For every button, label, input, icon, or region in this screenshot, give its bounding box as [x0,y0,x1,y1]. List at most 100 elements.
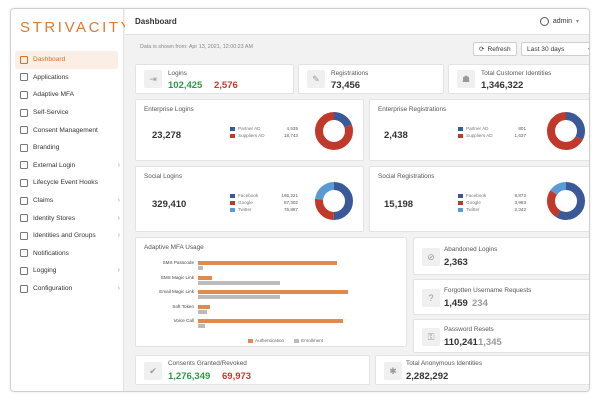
sidebar-item-configuration[interactable]: Configuration › [11,280,124,298]
sidebar-item-identity-stores[interactable]: Identity Stores › [11,209,124,227]
pie-slice-google [315,182,353,220]
sidebar-item-label: Logging [33,267,57,275]
date-range-select[interactable]: Last 30 days ▾ [521,42,589,56]
legend-label: Partner AD [238,126,261,131]
legend-value: 4,535 [286,126,299,131]
forgotten-username-card: ? Forgotten Username Requests 1,459 234 [413,279,589,315]
social-registrations-donut [547,182,585,220]
pie-slice-twitter [315,182,353,220]
category-label: SMS Magic Link [160,274,194,280]
legend-value: 801 [518,126,526,131]
sidebar-item-adaptive-mfa[interactable]: Adaptive MFA [11,86,124,104]
enterprise-logins-value: 23,278 [152,130,182,141]
user-menu[interactable]: admin ▾ [539,17,579,26]
pie-slice-suppliers-ad [547,112,585,150]
menu-icon [20,143,28,152]
chevron-right-icon: › [117,232,120,240]
password-resets-label: Password Resets [444,326,494,333]
sidebar-item-dashboard[interactable]: Dashboard [15,51,118,69]
sidebar-item-lifecycle-event-hooks[interactable]: Lifecycle Event Hooks [11,174,124,192]
logins-label: Logins [168,70,187,77]
abandoned-logins-value: 2,363 [444,257,468,268]
enterprise-logins-label: Enterprise Logins [144,106,194,113]
legend-label: Suppliers AD [466,133,493,138]
menu-icon [20,178,28,187]
legend-value: 165,221 [281,193,298,198]
sidebar-item-label: Dashboard [33,56,66,64]
legend-item: Twitter 2,342 [458,206,526,213]
password-resets-card: ⚿ Password Resets 110,241 1,345 [413,319,589,353]
sidebar-item-self-service[interactable]: Self-Service [11,104,124,122]
sidebar-item-external-login[interactable]: External Login › [11,157,124,175]
total-identities-value: 1,346,322 [481,80,524,91]
enterprise-logins-card: Enterprise Logins 23,278 Partner AD 4,535… [135,99,364,161]
sidebar-item-branding[interactable]: Branding [11,139,124,157]
sidebar-item-consent-management[interactable]: Consent Management [11,121,124,139]
legend-swatch [230,193,235,198]
enterprise-registrations-donut [547,112,585,150]
sidebar-item-identities-and-groups[interactable]: Identities and Groups › [11,227,124,245]
anonymous-identities-value: 2,282,292 [406,371,449,382]
logins-success: 102,425 [168,80,203,91]
consents-card: ✔ Consents Granted/Revoked 1,276,349 69,… [135,355,370,385]
menu-icon [20,284,28,293]
legend-value: 3,983 [514,200,527,205]
total-identities-label: Total Customer Identities [481,70,552,77]
sidebar-item-label: Branding [33,144,60,152]
social-logins-label: Social Logins [144,173,183,180]
social-logins-card: Social Logins 329,410 Facebook 165,221 Go… [135,166,364,232]
legend-label: Twitter [238,207,252,212]
sidebar-item-label: Notifications [33,249,69,257]
forgotten-icon: ? [422,289,440,307]
data-range-text: Data is shown from: Apr 13, 2021, 12:00:… [140,44,253,50]
social-registrations-label: Social Registrations [378,173,435,180]
legend-label: Google [466,200,481,205]
legend-label: Twitter [466,207,480,212]
social-logins-legend: Facebook 165,221 Google 87,302 Twitter 76,8… [230,192,298,213]
menu-icon [20,249,28,258]
refresh-button[interactable]: ⟳ Refresh [473,42,517,56]
bar-enrollment [198,295,280,299]
sidebar-item-claims[interactable]: Claims › [11,192,124,210]
legend-value: 2,342 [514,207,527,212]
sidebar-item-label: Identities and Groups [33,232,96,240]
forgotten-username-other: 234 [472,298,488,309]
legend-item: Facebook 8,873 [458,192,526,199]
legend-label: Facebook [238,193,259,198]
sidebar-item-label: Lifecycle Event Hooks [33,179,98,187]
category-label: Voice Call [173,318,194,323]
sidebar-item-label: Identity Stores [33,214,76,222]
password-resets-other: 1,345 [478,337,502,348]
chevron-right-icon: › [117,214,120,222]
legend-value: 76,887 [283,207,298,212]
anonymous-icon: ✱ [384,362,402,380]
category-label: Soft Token [172,303,194,309]
enterprise-logins-donut [315,112,353,150]
legend-swatch [294,338,300,343]
legend-swatch [458,207,463,212]
chevron-down-icon: ▾ [588,46,589,53]
sidebar-item-logging[interactable]: Logging › [11,262,124,280]
sidebar-item-label: Self-Service [33,109,69,117]
menu-icon [20,231,28,240]
legend-value: 18,743 [283,133,298,138]
bar-enrollment [198,266,204,270]
forgotten-username-label: Forgotten Username Requests [444,287,532,294]
sidebar-item-notifications[interactable]: Notifications [11,245,124,263]
menu-icon [20,266,28,275]
social-registrations-legend: Facebook 8,873 Google 3,983 Twitter 2,342 [458,192,526,213]
legend-item: Enrollment [294,338,323,343]
legend-label: Partner AD [466,126,489,131]
registration-icon: ✎ [307,70,325,88]
user-icon [539,17,549,26]
legend-item: Google 87,302 [230,199,298,206]
legend-item: Partner AD 4,535 [230,125,298,132]
consents-revoked: 69,973 [222,371,252,382]
registrations-card: ✎ Registrations 73,456 [298,64,444,94]
social-logins-value: 329,410 [152,199,187,210]
category-label: Email Magic Link [159,289,194,294]
registrations-label: Registrations [331,70,369,77]
legend-label: Enrollment [301,338,324,343]
sidebar-item-applications[interactable]: Applications [11,69,124,87]
anonymous-identities-card: ✱ Total Anonymous Identities 2,282,292 [375,355,589,385]
